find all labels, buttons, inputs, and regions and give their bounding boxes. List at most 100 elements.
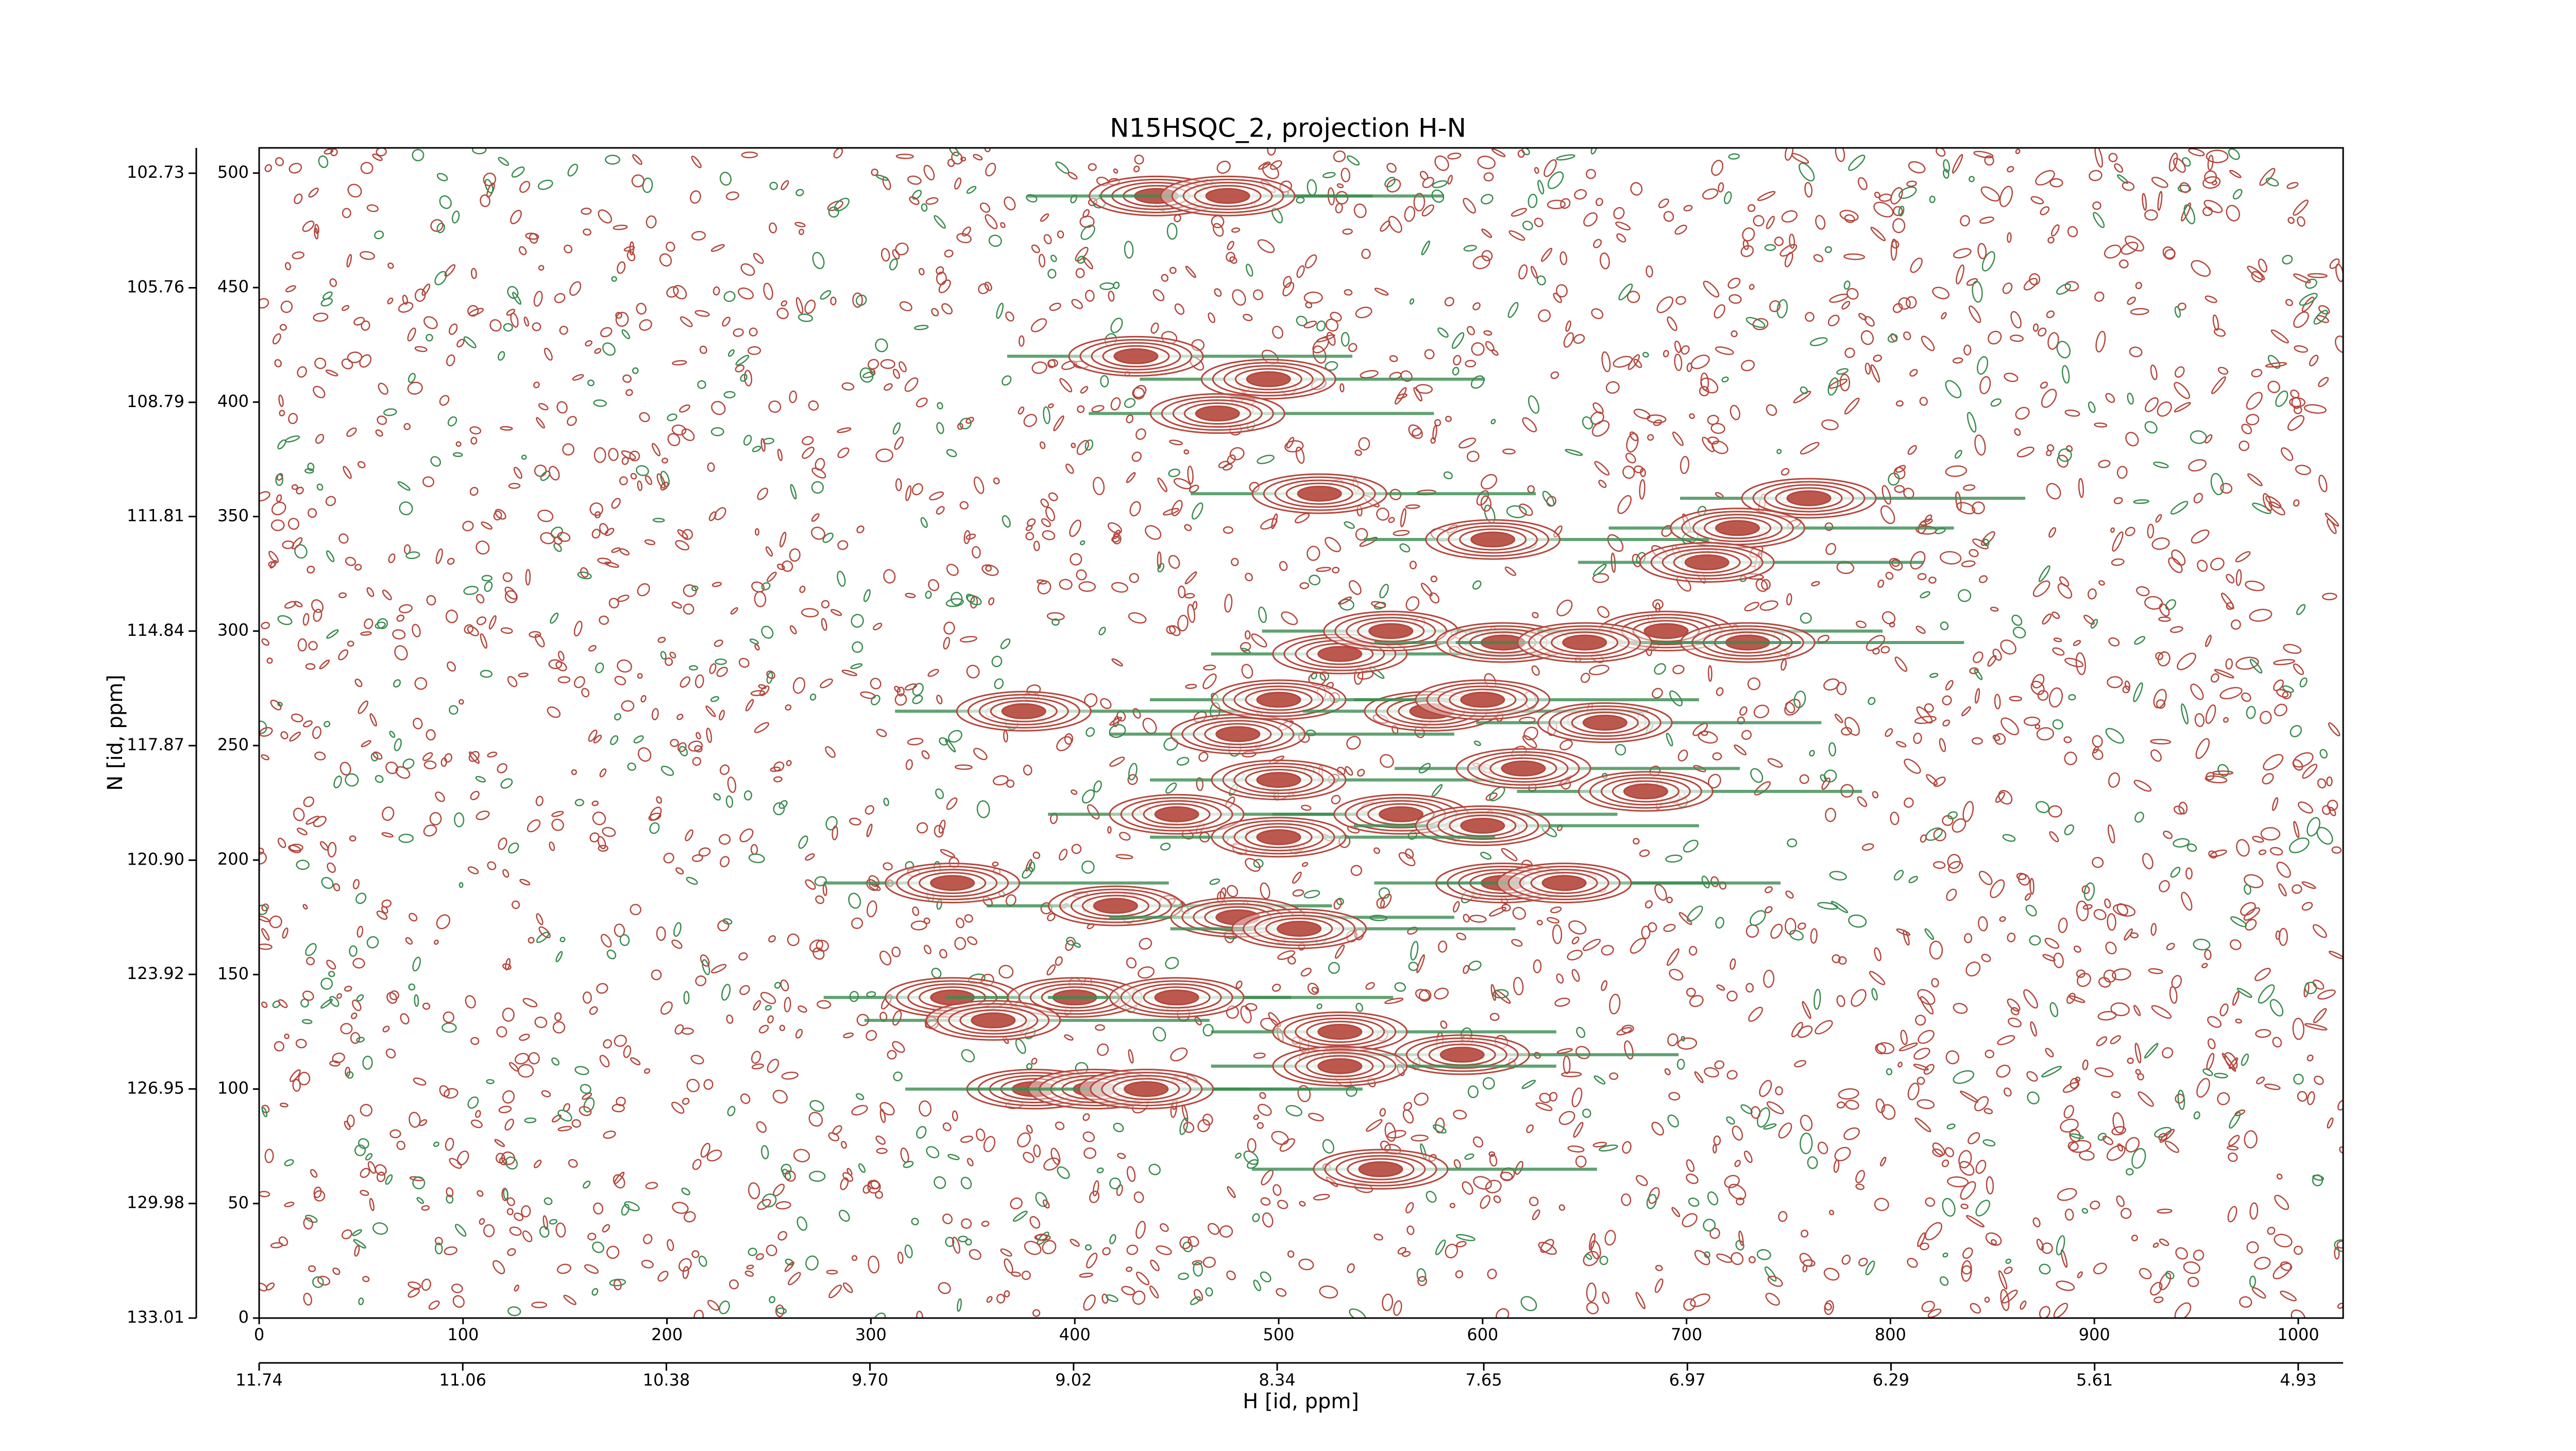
noise-contour [1518, 503, 1533, 516]
noise-contour [1823, 1268, 1840, 1281]
noise-contour [2287, 216, 2295, 224]
noise-contour [543, 1215, 548, 1230]
noise-contour [1227, 1186, 1236, 1199]
noise-contour [773, 776, 783, 783]
peak-contour [1368, 623, 1414, 639]
noise-contour [1404, 206, 1415, 222]
noise-contour [2077, 1271, 2083, 1278]
noise-contour [2217, 764, 2229, 777]
noise-contour [1689, 995, 1704, 1007]
noise-contour [892, 368, 900, 379]
noise-contour [671, 939, 683, 949]
noise-contour [2125, 432, 2139, 447]
noise-contour [514, 1212, 523, 1221]
noise-contour [1652, 688, 1663, 699]
noise-contour [462, 520, 474, 532]
noise-contour [324, 720, 331, 728]
noise-contour [690, 1054, 704, 1065]
noise-contour [338, 533, 349, 544]
noise-contour [681, 428, 695, 442]
noise-contour [1050, 255, 1057, 262]
noise-contour [2299, 677, 2308, 688]
noise-contour [2060, 1118, 2079, 1133]
noise-contour [1995, 791, 2005, 803]
noise-contour [776, 308, 789, 319]
noise-contour [1466, 450, 1480, 462]
noise-contour [951, 592, 963, 606]
noise-contour [1045, 988, 1057, 994]
noise-contour [1216, 160, 1231, 174]
noise-contour [2124, 235, 2144, 252]
noise-contour [603, 1131, 616, 1139]
noise-contour [2098, 977, 2111, 988]
noise-contour [981, 564, 999, 576]
noise-contour [1258, 161, 1270, 170]
noise-contour [874, 1312, 886, 1318]
noise-contour [1601, 351, 1611, 373]
noise-contour [548, 466, 560, 481]
noise-contour [1759, 1079, 1772, 1097]
noise-contour [1980, 531, 1995, 546]
noise-contour [1344, 289, 1353, 296]
noise-contour [912, 683, 924, 696]
noise-contour [1297, 1085, 1311, 1102]
noise-contour [917, 822, 928, 834]
noise-contour [2157, 651, 2171, 667]
y2-tick-label: 120.90 [127, 849, 184, 869]
noise-contour [811, 513, 820, 522]
noise-contour [521, 454, 527, 460]
noise-contour [376, 910, 388, 920]
noise-contour [1153, 289, 1165, 301]
noise-contour [1674, 340, 1682, 353]
noise-contour [766, 670, 775, 679]
noise-contour [1459, 437, 1477, 449]
noise-contour [1023, 765, 1032, 776]
noise-contour [1455, 1270, 1464, 1278]
noise-contour [1219, 887, 1227, 900]
noise-contour [325, 496, 336, 507]
noise-contour [1251, 633, 1267, 648]
noise-contour [2191, 529, 2210, 544]
noise-contour [2035, 801, 2050, 814]
noise-contour [1936, 148, 1946, 157]
noise-contour [754, 644, 760, 651]
noise-contour [1778, 1211, 1788, 1222]
noise-contour [1305, 301, 1313, 309]
peak [1068, 335, 1204, 377]
noise-contour [2068, 694, 2076, 701]
noise-contour [1462, 1181, 1473, 1195]
noise-contour [1488, 1151, 1496, 1157]
noise-contour [1879, 1156, 1887, 1167]
noise-contour [433, 1141, 439, 1147]
noise-contour [1056, 736, 1072, 751]
noise-contour [648, 813, 662, 821]
noise-contour [403, 423, 411, 430]
noise-contour [2159, 1238, 2170, 1246]
noise-contour [875, 338, 888, 352]
noise-contour [1688, 1197, 1700, 1207]
noise-contour [1933, 861, 1946, 869]
noise-contour [754, 528, 760, 536]
noise-contour [1098, 627, 1106, 636]
noise-contour [1148, 1163, 1161, 1175]
peak-contour [971, 1012, 1016, 1028]
noise-contour [1124, 241, 1134, 259]
noise-contour [1453, 1109, 1467, 1120]
noise-contour [2053, 1303, 2069, 1318]
noise-contour [573, 620, 583, 637]
noise-contour [402, 758, 415, 769]
noise-contour [551, 1114, 562, 1123]
noise-contour [2164, 1140, 2179, 1153]
noise-contour [1616, 233, 1626, 243]
noise-contour [2112, 531, 2124, 552]
noise-contour [1373, 847, 1380, 854]
noise-contour [686, 876, 698, 885]
noise-contour [313, 609, 323, 622]
noise-contour [1416, 954, 1425, 973]
noise-contour [967, 1158, 974, 1167]
noise-contour [1397, 1064, 1405, 1076]
noise-contour [581, 688, 590, 698]
noise-contour [2307, 1054, 2314, 1062]
x-tick-label: 800 [1875, 1325, 1906, 1344]
noise-contour [2202, 1068, 2213, 1076]
